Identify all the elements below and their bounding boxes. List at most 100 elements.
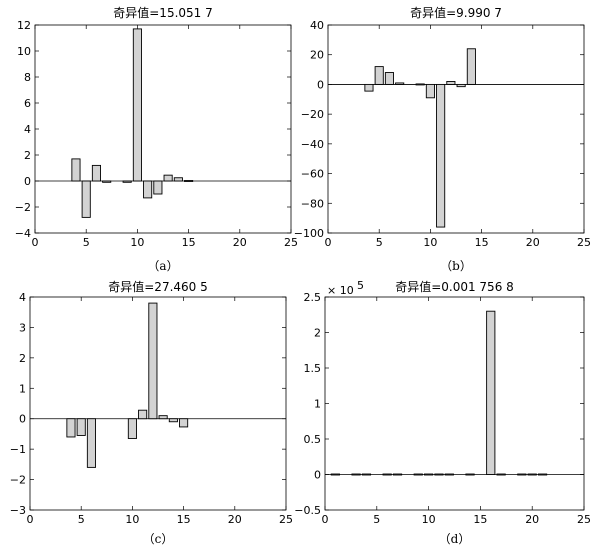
- bar: [81, 180, 91, 218]
- x-tick-label: 0: [322, 513, 329, 526]
- bar: [138, 409, 148, 420]
- bar: [127, 418, 137, 439]
- y-tick-label: −2: [15, 201, 31, 214]
- bar: [465, 473, 475, 476]
- y-tick-label: −4: [15, 227, 31, 240]
- y-tick-label: 40: [310, 19, 324, 32]
- y-tick-label: 0: [314, 469, 321, 482]
- bar: [66, 418, 76, 438]
- x-tick-label: 5: [78, 513, 85, 526]
- bar: [102, 180, 112, 183]
- plot-frame: [324, 296, 585, 511]
- bar: [382, 473, 392, 476]
- y-tick-label: −2: [10, 474, 26, 487]
- bar: [168, 418, 178, 423]
- bar: [434, 473, 444, 476]
- plot-frame: [34, 24, 292, 234]
- bar: [351, 473, 361, 476]
- y-tick-label: 0: [19, 413, 26, 426]
- y-tick-label: 6: [24, 97, 31, 110]
- bar: [184, 180, 194, 182]
- bar: [413, 473, 423, 476]
- panel-label: （c）: [143, 532, 174, 546]
- y-tick-label: 0: [24, 175, 31, 188]
- y-tick-label: −20: [301, 108, 324, 121]
- y-tick-label: 2: [24, 149, 31, 162]
- x-tick-label: 15: [475, 236, 489, 249]
- y-tick-label: 2: [19, 352, 26, 365]
- bar: [424, 473, 434, 476]
- bar: [122, 180, 132, 183]
- x-tick-label: 20: [526, 236, 540, 249]
- x-tick-label: 10: [422, 513, 436, 526]
- bar: [466, 48, 476, 85]
- y-tick-label: 0: [317, 78, 324, 91]
- x-tick-label: 25: [577, 236, 591, 249]
- y-tick-label: 4: [24, 123, 31, 136]
- bar: [446, 81, 456, 85]
- plot-frame: [327, 24, 585, 234]
- chart-panel-1: 0 5 10 15 20 25 −4 −2 0 2 4 6 8 10 12 奇异值=15.051 7 （a）: [15, 5, 298, 273]
- plot-frame: [29, 296, 287, 511]
- y-axis-multiplier-exponent: 5: [357, 279, 364, 292]
- bar: [527, 473, 537, 476]
- chart-panel-3: 0 5 10 15 20 25 −3 −2 −1 0 1 2 3 4 奇异值=27.460 5 （c）: [10, 279, 293, 546]
- y-tick-label: −100: [294, 227, 324, 240]
- chart-title: 奇异值=9.990 7: [410, 5, 502, 20]
- bar: [330, 473, 340, 476]
- y-tick-label: −1: [10, 443, 26, 456]
- bar: [496, 473, 506, 476]
- y-axis-multiplier: × 10: [327, 284, 354, 297]
- bar: [148, 302, 158, 420]
- x-tick-label: 15: [182, 236, 196, 249]
- bar: [456, 83, 466, 88]
- y-tick-label: −3: [10, 504, 26, 517]
- bar: [415, 83, 425, 86]
- bar: [71, 158, 81, 182]
- y-tick-label: 4: [19, 291, 26, 304]
- bar: [364, 83, 374, 92]
- y-tick-label: 1: [19, 382, 26, 395]
- bar: [143, 180, 153, 199]
- bar: [425, 83, 435, 99]
- x-tick-label: 10: [125, 513, 139, 526]
- x-tick-label: 0: [32, 236, 39, 249]
- x-tick-label: 25: [577, 513, 591, 526]
- x-tick-label: 25: [284, 236, 298, 249]
- y-tick-label: −80: [301, 197, 324, 210]
- chart-title: 奇异值=27.460 5: [108, 279, 208, 294]
- x-tick-label: 15: [177, 513, 191, 526]
- bar: [517, 473, 527, 476]
- bar: [76, 418, 86, 436]
- y-tick-label: −0.5: [294, 504, 321, 517]
- chart-panel-2: 0 5 10 15 20 25 −100 −80 −60 −40 −20 0 20 40 奇异值=9.990…: [294, 5, 591, 273]
- bar: [91, 164, 101, 182]
- y-tick-label: −40: [301, 138, 324, 151]
- x-tick-label: 10: [130, 236, 144, 249]
- bar: [163, 174, 173, 182]
- x-tick-label: 5: [373, 513, 380, 526]
- y-tick-label: 2.5: [304, 291, 322, 304]
- bar: [179, 418, 189, 428]
- y-tick-label: 8: [24, 71, 31, 84]
- y-tick-label: −60: [301, 168, 324, 181]
- x-tick-label: 0: [27, 513, 34, 526]
- y-tick-label: 20: [310, 49, 324, 62]
- x-tick-label: 10: [423, 236, 437, 249]
- bar: [392, 473, 403, 476]
- bar: [132, 28, 142, 182]
- bar: [374, 66, 384, 85]
- y-tick-label: 1.5: [304, 362, 322, 375]
- y-tick-label: 2: [314, 327, 321, 340]
- x-tick-label: 5: [83, 236, 90, 249]
- y-tick-label: 12: [17, 19, 31, 32]
- panel-label: （d）: [439, 532, 471, 546]
- y-tick-label: 10: [17, 45, 31, 58]
- bar: [444, 473, 454, 476]
- bar: [537, 473, 548, 476]
- x-tick-label: 0: [325, 236, 332, 249]
- y-tick-label: 3: [19, 321, 26, 334]
- panel-label: （a）: [147, 259, 178, 273]
